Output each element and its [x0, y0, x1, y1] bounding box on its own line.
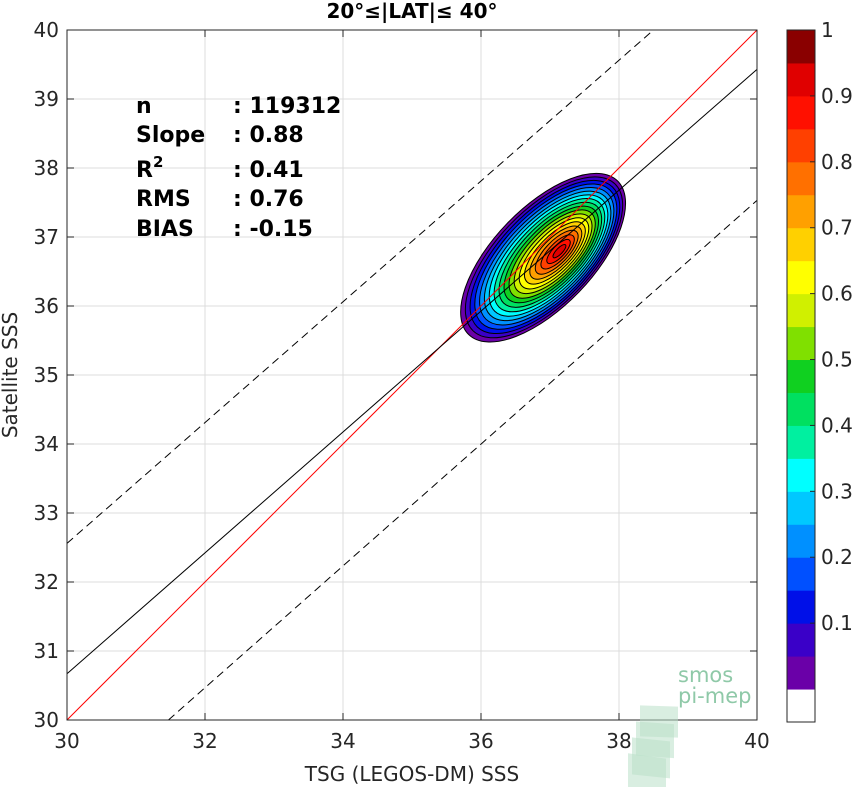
colorbar-segment [787, 557, 815, 591]
colorbar-segment [787, 260, 815, 295]
colorbar-segment [787, 62, 815, 97]
x-tick-label: 36 [468, 729, 493, 753]
stat-value: : 0.76 [233, 187, 304, 212]
x-tick-label: 32 [192, 729, 217, 753]
colorbar-tick-label: 0.3 [821, 479, 853, 503]
colorbar-frame [786, 29, 816, 723]
y-axis-ticks: 30 31 32 33 34 35 36 37 38 39 40 [34, 18, 757, 732]
lower-bound-line [168, 200, 758, 721]
chart-title: 20°≤|LAT|≤ 40° [326, 0, 497, 23]
stat-value: : -0.15 [233, 217, 313, 242]
y-tick-label: 36 [34, 294, 59, 318]
regression-line [66, 68, 758, 675]
stat-label: RMS [136, 187, 191, 212]
colorbar-tick-label: 0.9 [821, 84, 853, 108]
x-axis-label: TSG (LEGOS-DM) SSS [304, 762, 519, 786]
colorbar-tick-label: 0.6 [821, 282, 853, 306]
y-tick-label: 33 [34, 501, 59, 525]
colorbar-segment [787, 194, 815, 229]
density-contour-level [552, 244, 567, 259]
y-tick-label: 40 [34, 18, 59, 42]
colorbar: 0.1 0.2 0.3 0.4 0.5 0.6 0.7 0.8 0.9 1 [786, 18, 853, 723]
y-tick-label: 38 [34, 156, 59, 180]
colorbar-tick-label: 0.5 [821, 348, 853, 372]
colorbar-segment [787, 128, 815, 163]
colorbar-segment [787, 30, 815, 64]
y-tick-label: 30 [34, 708, 59, 732]
colorbar-tick-label: 1 [821, 18, 834, 42]
stat-value: : 119312 [233, 94, 341, 119]
y-tick-label: 31 [34, 639, 59, 663]
colorbar-segment [787, 359, 815, 393]
colorbar-segment [787, 491, 815, 525]
x-tick-label: 38 [606, 729, 631, 753]
reference-lines [66, 29, 758, 721]
grid-lines [66, 29, 758, 721]
colorbar-segment [787, 326, 815, 361]
colorbar-segment [787, 689, 815, 723]
y-tick-label: 32 [34, 570, 59, 594]
logo-wave-layer [640, 705, 678, 738]
colorbar-tick-label: 0.1 [821, 611, 853, 635]
logo-text-smos: smos [678, 663, 733, 687]
stat-value: : 0.88 [233, 123, 304, 148]
colorbar-tick-label: 0.2 [821, 545, 853, 569]
stat-label: BIAS [136, 217, 194, 242]
colorbar-segment [787, 392, 815, 426]
x-axis-ticks: 30 32 34 36 38 40 [54, 30, 770, 753]
y-tick-label: 34 [34, 432, 59, 456]
one-to-one-line [66, 29, 758, 721]
colorbar-segment [787, 590, 815, 624]
stat-label: Slope [136, 123, 205, 148]
colorbar-segment [787, 161, 815, 196]
colorbar-segment [787, 656, 815, 690]
colorbar-segment [787, 425, 815, 459]
stat-label: n [136, 94, 152, 119]
y-tick-label: 39 [34, 87, 59, 111]
colorbar-segment [787, 458, 815, 492]
colorbar-tick-label: 0.8 [821, 150, 853, 174]
x-tick-label: 40 [744, 729, 769, 753]
colorbar-tick-label: 0.7 [821, 216, 853, 240]
colorbar-segment [787, 227, 815, 262]
y-axis-label: Satellite SSS [0, 312, 22, 438]
colorbar-tick-label: 0.4 [821, 413, 853, 437]
colorbar-segment [787, 95, 815, 130]
y-tick-label: 37 [34, 225, 59, 249]
y-tick-label: 35 [34, 363, 59, 387]
density-contours [460, 172, 627, 343]
colorbar-segment [787, 293, 815, 328]
logo-text-pimep: pi-mep [678, 684, 751, 708]
colorbar-segment [787, 524, 815, 558]
stat-value: : 0.41 [233, 158, 304, 183]
x-tick-label: 30 [54, 729, 79, 753]
x-tick-label: 34 [330, 729, 355, 753]
colorbar-segment [787, 623, 815, 657]
